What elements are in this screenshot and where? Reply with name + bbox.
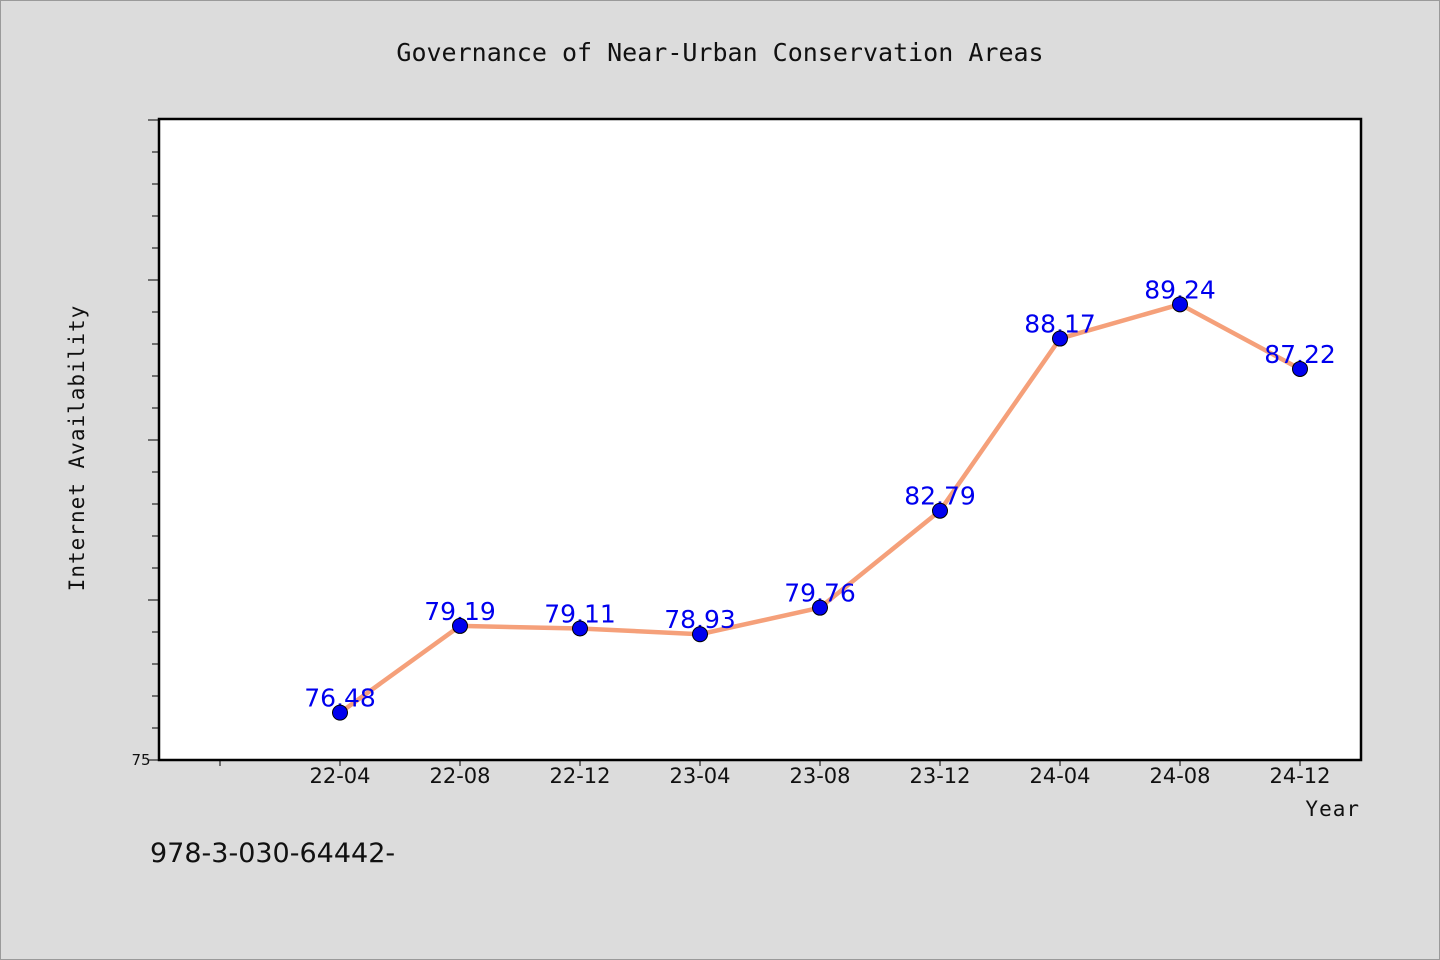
x-tick-label: 22-08 [429, 764, 490, 788]
data-point [812, 599, 828, 616]
data-point [1172, 296, 1188, 313]
y-axis-ticks [148, 119, 160, 761]
x-tick-label: 23-04 [669, 764, 730, 788]
x-tick-label: 24-08 [1149, 764, 1210, 788]
data-point [1052, 330, 1068, 347]
x-tick-label: 24-12 [1269, 764, 1330, 788]
chart-title: Governance of Near-Urban Conservation Ar… [396, 38, 1043, 67]
x-tick-label: 23-08 [789, 764, 850, 788]
plot-area [157, 117, 1363, 762]
data-point [1292, 360, 1308, 377]
x-axis-ticks [219, 760, 1301, 766]
data-point [692, 626, 708, 643]
data-point [932, 502, 948, 519]
data-markers [332, 296, 1308, 721]
footer-isbn-text: 978-3-030-64442- [150, 838, 395, 869]
x-tick-label: 22-12 [549, 764, 610, 788]
y-axis-label: Internet Availability [65, 305, 89, 592]
data-point [452, 617, 468, 634]
x-tick-label: 24-04 [1029, 764, 1090, 788]
x-axis-tick-labels: 22-04 22-08 22-12 23-04 23-08 23-12 24-04 24-08… [309, 764, 1330, 788]
x-axis-label: Year [1305, 797, 1360, 821]
data-point [572, 620, 588, 637]
y-tick-label-min: 75 [131, 751, 150, 769]
x-tick-label: 23-12 [909, 764, 970, 788]
data-point [332, 704, 348, 721]
x-tick-label: 22-04 [309, 764, 370, 788]
